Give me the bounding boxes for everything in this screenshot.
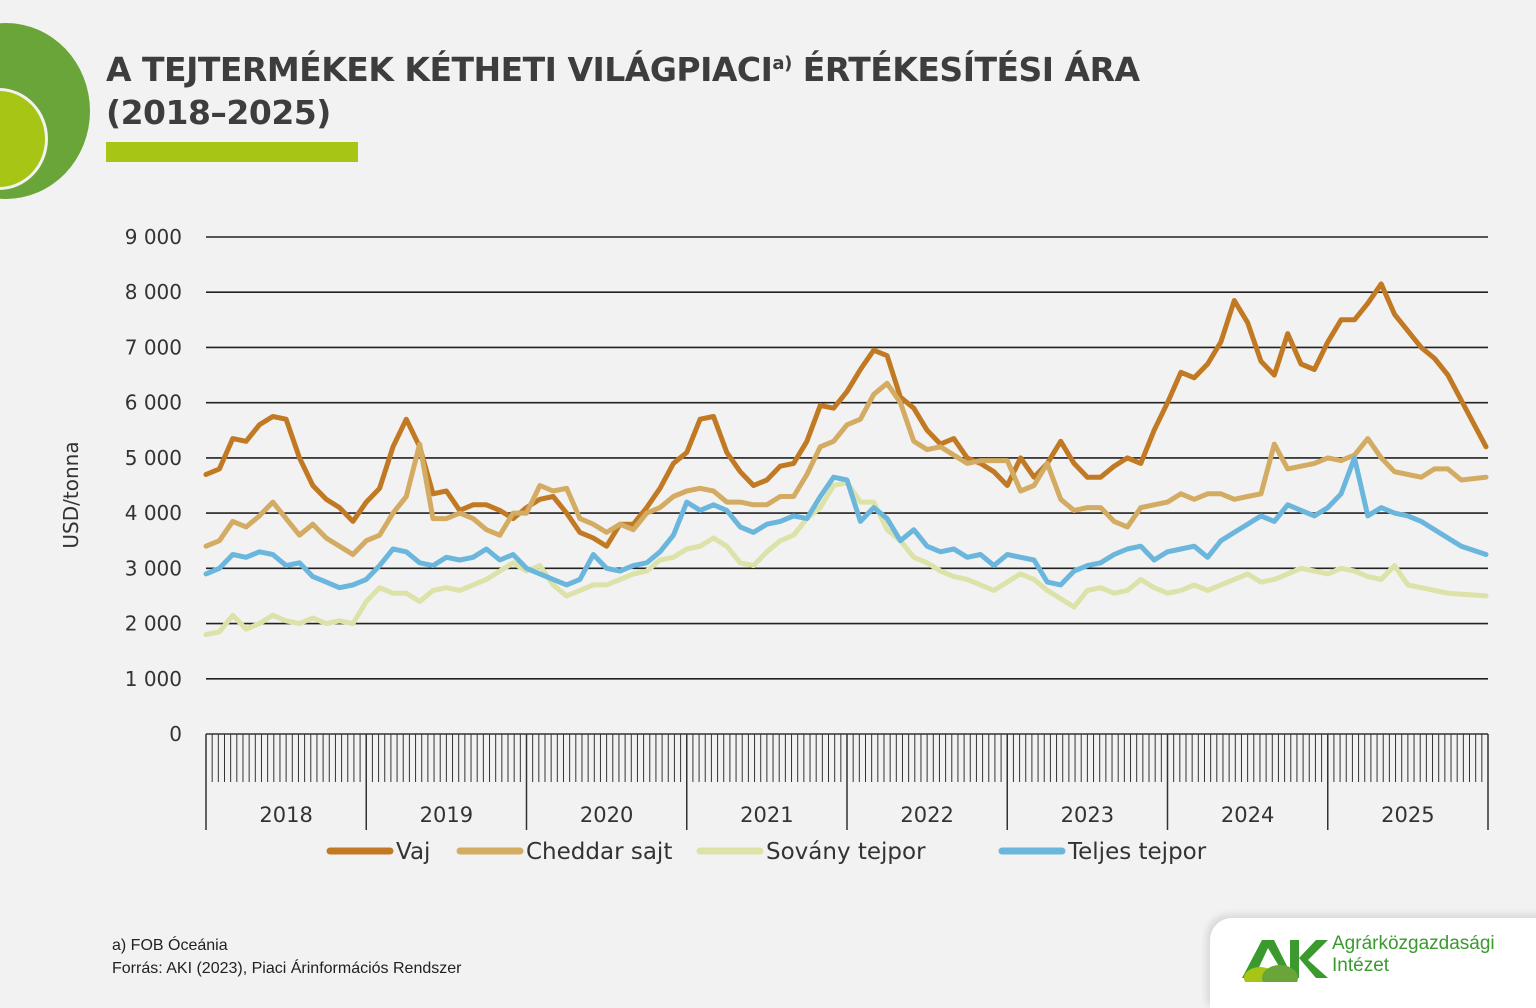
series-line-vaj [203,281,1489,549]
logo-panel [1210,918,1536,1008]
series-line-cheddar-sajt [203,380,1489,557]
legend-label: Sovány tejpor [766,839,926,865]
legend-label: Vaj [396,839,430,865]
page-title: A TEJTERMÉKEK KÉTHETI VILÁGPIACIa) ÉRTÉK… [106,42,1140,134]
legend-label: Cheddar sajt [526,839,672,865]
title-line1-end: ÉRTÉKESÍTÉSI ÁRA [791,50,1140,89]
y-tick-label: 9 000 [125,225,182,249]
y-tick-label: 5 000 [125,446,182,470]
logo-text-line2: Intézet [1332,955,1390,976]
series-lines [203,281,1489,638]
footnote-source: Forrás: AKI (2023), Piaci Árinformációs … [112,960,462,977]
y-tick-label: 3 000 [125,556,182,580]
x-tick-label: 2020 [580,803,633,827]
x-tick-label: 2018 [259,803,312,827]
x-tick-label: 2021 [740,803,793,827]
x-tick-label: 2024 [1221,803,1274,827]
legend-item: Sovány tejpor [696,839,926,865]
title-line1: A TEJTERMÉKEK KÉTHETI VILÁGPIACI [106,50,773,89]
y-tick-label: 1 000 [125,667,182,691]
x-tick-label: 2025 [1381,803,1434,827]
legend-item: Cheddar sajt [456,839,672,865]
title-footnote-marker: a) [772,53,792,74]
y-axis-label: USD/tonna [59,441,83,548]
x-axis: 2018 2019 2020 2021 2022 2023 2024 2025 [205,733,1489,830]
title-underline-bar [106,142,358,162]
legend-item: Teljes tejpor [998,839,1207,865]
y-tick-label: 4 000 [125,501,182,525]
series-line-teljes-tejpor [203,455,1489,591]
y-tick-label: 7 000 [125,335,182,359]
legend-item: Vaj [326,839,430,865]
aki-logo-icon [1242,940,1328,982]
title-line2: (2018–2025) [106,93,331,132]
y-tick-label: 6 000 [125,391,182,415]
x-tick-label: 2023 [1061,803,1114,827]
footnote: a) FOB Óceánia Forrás: AKI (2023), Piaci… [112,934,461,980]
y-tick-label: 0 [169,722,182,746]
logo-text-line1: Agrárközgazdasági [1332,933,1495,954]
x-tick-label: 2019 [420,803,473,827]
series-line-sovány-tejpor [203,480,1489,638]
y-axis-ticks: 0 1 000 2 000 3 000 4 000 5 000 6 000 7 000 8 00… [125,225,182,746]
legend-label: Teljes tejpor [1067,839,1207,865]
x-tick-label: 2022 [900,803,953,827]
legend: Vaj Cheddar sajt Sovány tejpor Teljes tejpo… [326,839,1207,865]
y-tick-label: 2 000 [125,612,182,636]
y-tick-label: 8 000 [125,280,182,304]
logo-text: Agrárközgazdasági Intézet [1332,933,1495,977]
gridlines [206,236,1488,680]
footnote-note: a) FOB Óceánia [112,937,228,954]
